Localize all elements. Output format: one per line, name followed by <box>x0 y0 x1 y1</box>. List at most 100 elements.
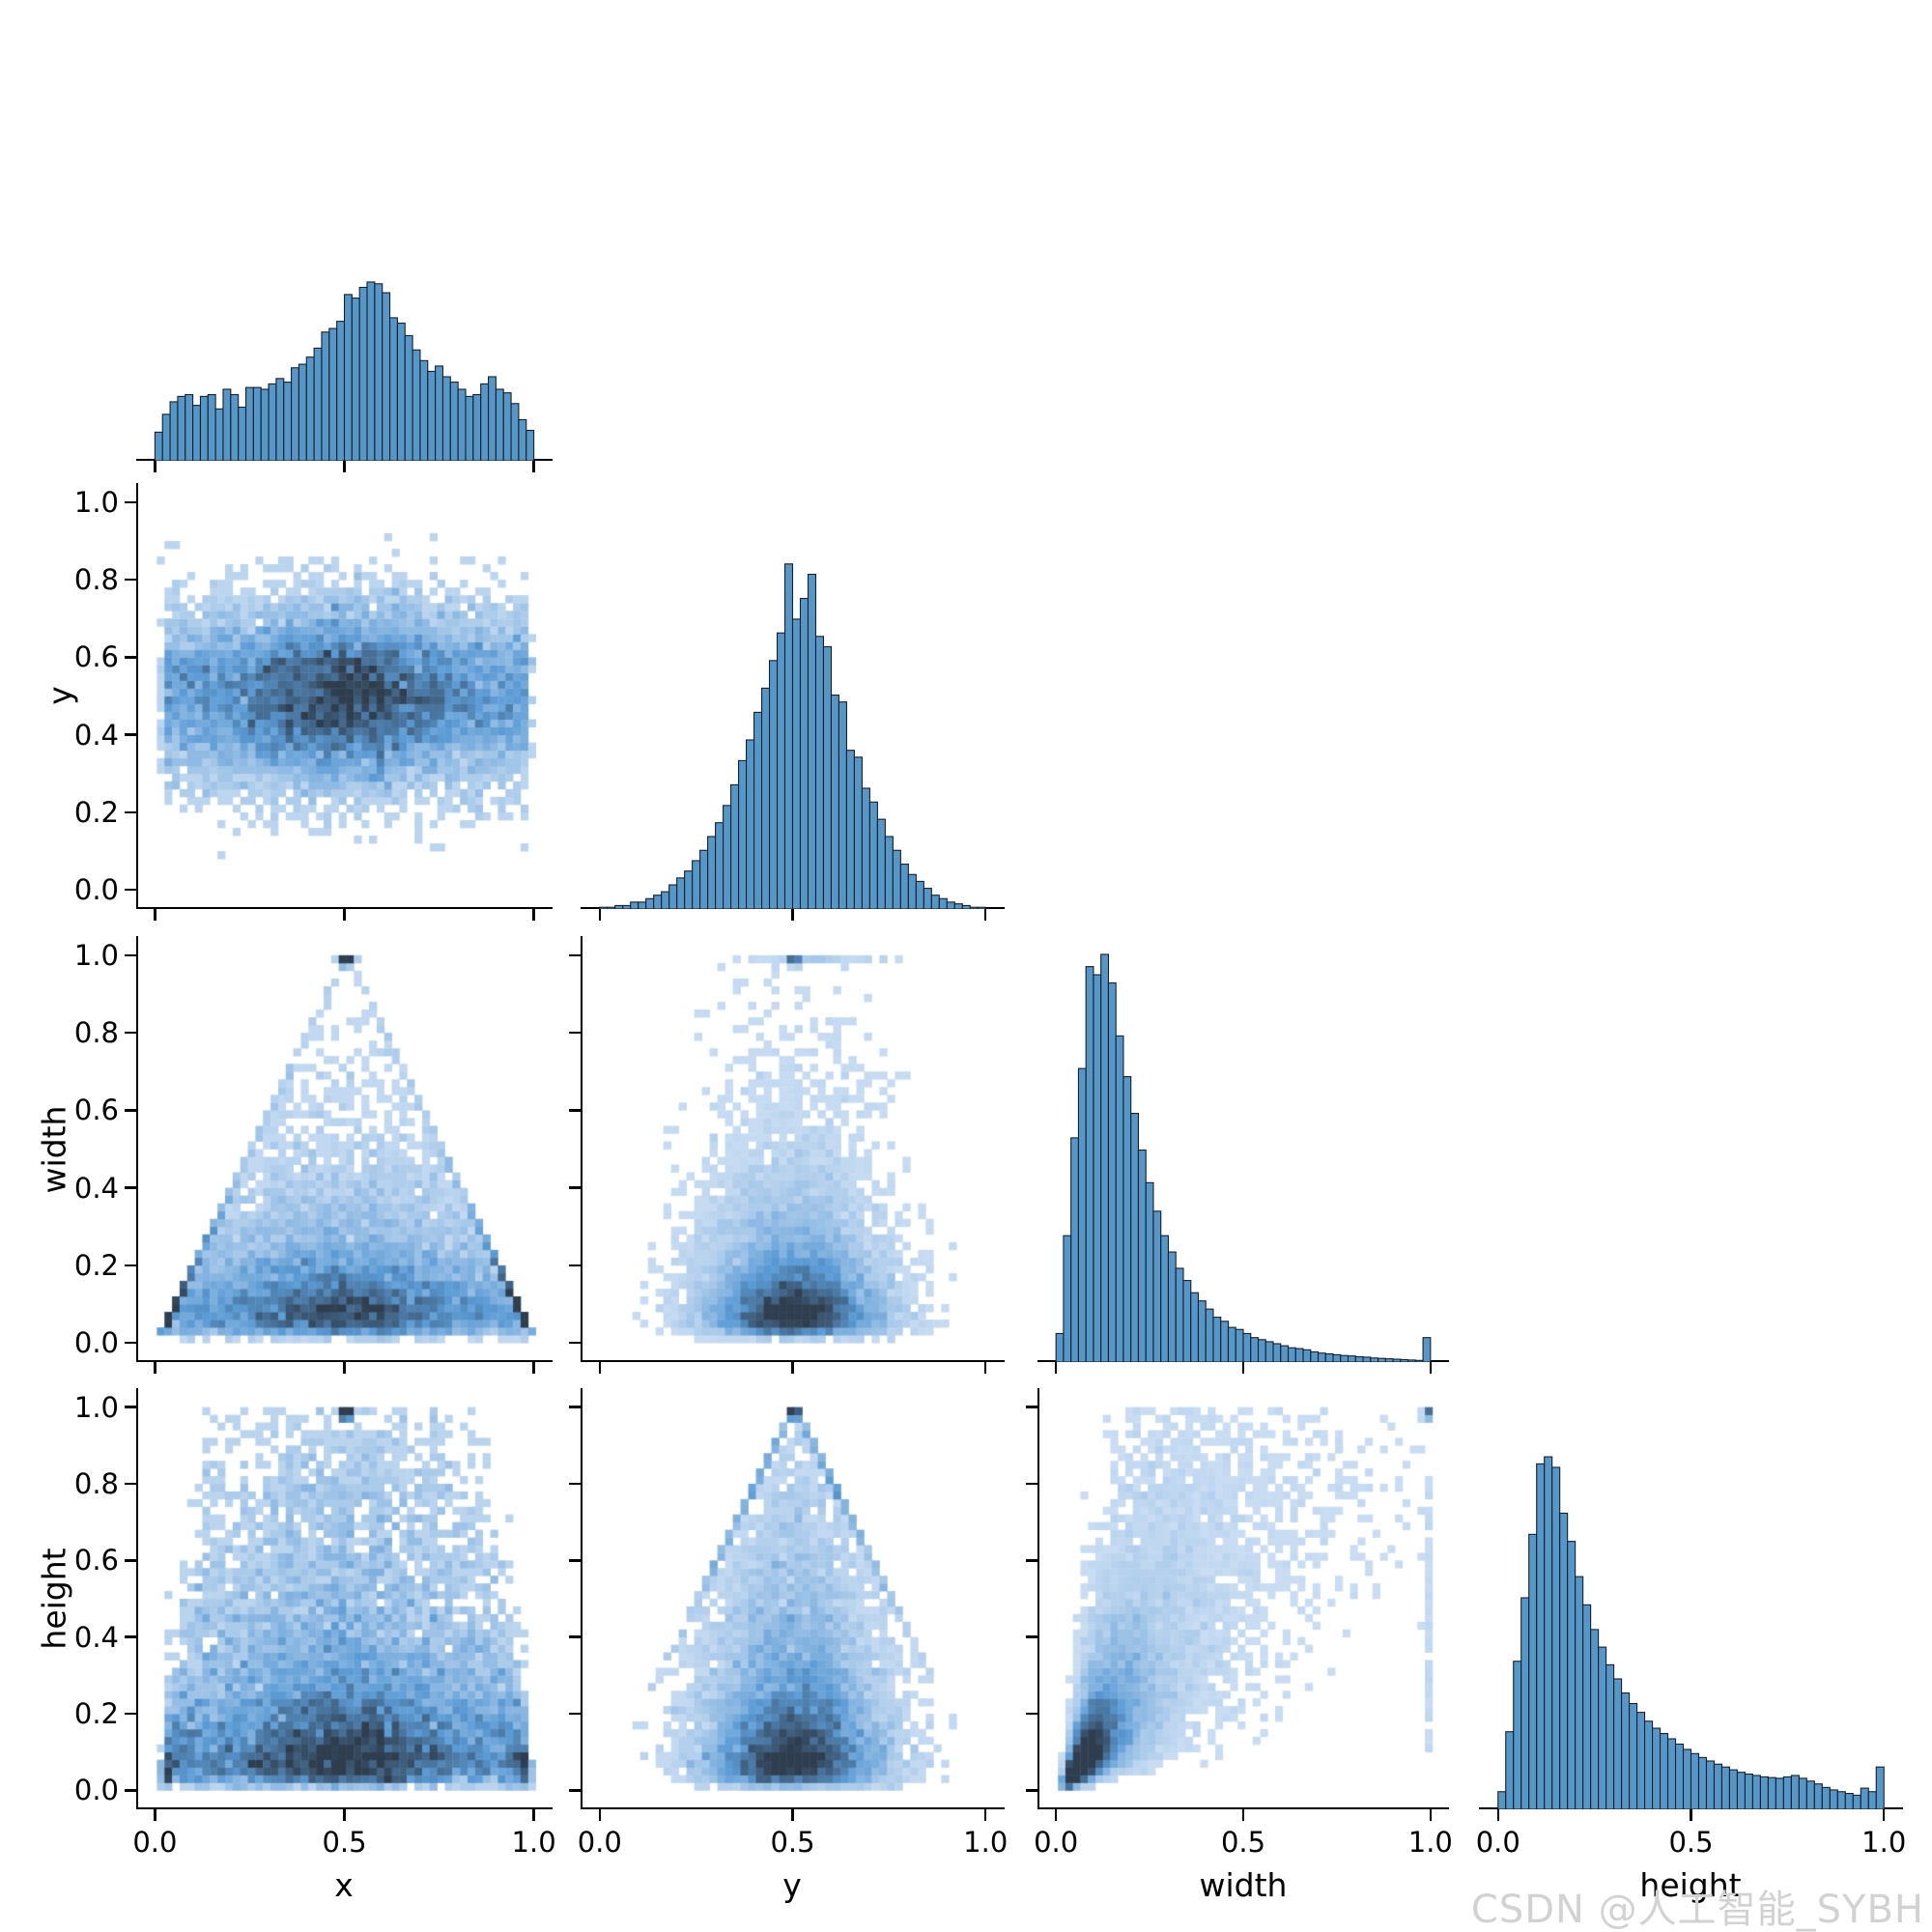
y-tick-mark <box>569 1406 581 1408</box>
y-tick-label: 0.4 <box>73 1171 119 1205</box>
y-tick-mark <box>569 953 581 957</box>
x-tick-mark <box>791 1809 794 1821</box>
y-tick-mark <box>569 1559 581 1562</box>
x-tick-mark <box>1429 1362 1433 1374</box>
x-tick-mark <box>343 1809 346 1821</box>
x-tick-mark <box>1882 1809 1886 1821</box>
hist2d-height-vs-width <box>1039 1388 1451 1809</box>
y-tick-label: 0.6 <box>73 640 119 674</box>
y-tick-mark <box>569 1186 581 1189</box>
x-tick-mark <box>343 909 346 921</box>
x-tick-mark <box>1241 1362 1245 1374</box>
y-tick-mark <box>125 888 136 892</box>
x-tick-label: 1.0 <box>511 1826 556 1859</box>
panel-height-vs-y <box>581 1388 1007 1809</box>
x-tick-mark <box>983 1809 987 1821</box>
x-tick-label: 0.0 <box>1475 1826 1520 1859</box>
y-tick-mark <box>125 953 136 957</box>
y-tick-mark <box>125 1186 136 1189</box>
csdn-watermark: CSDN @人工智能_SYBH <box>1470 1888 1924 1932</box>
histogram-bars-height <box>1497 1456 1885 1809</box>
x-axis-title-x: x <box>334 1866 354 1904</box>
y-tick-mark <box>569 1635 581 1638</box>
x-tick-label: 0.5 <box>322 1826 367 1859</box>
y-tick-mark <box>125 1031 136 1035</box>
panel-hist-y <box>581 483 1005 909</box>
x-axis-title-height: height <box>1639 1866 1742 1904</box>
y-tick-label: 1.0 <box>73 1390 119 1424</box>
x-tick-mark <box>343 461 346 472</box>
y-tick-mark <box>1026 1559 1037 1562</box>
x-tick-mark <box>1054 1809 1058 1821</box>
panel-y-vs-x <box>136 483 554 909</box>
y-tick-mark <box>569 1341 581 1345</box>
hist2d-width-vs-x <box>138 936 554 1362</box>
y-axis-title-y: y <box>41 686 79 705</box>
x-tick-mark <box>532 461 535 472</box>
x-tick-mark <box>1054 1362 1058 1374</box>
histogram-bars-x <box>154 281 535 461</box>
y-tick-label: 1.0 <box>73 485 119 519</box>
y-tick-mark <box>125 1109 136 1112</box>
y-tick-mark <box>125 578 136 582</box>
y-tick-mark <box>1026 1712 1037 1716</box>
x-tick-mark <box>598 1809 601 1821</box>
x-tick-mark <box>791 1362 794 1374</box>
x-axis-title-y: y <box>782 1866 802 1904</box>
y-tick-mark <box>125 810 136 814</box>
x-tick-label: 0.0 <box>1034 1826 1079 1859</box>
hist2d-height-vs-y <box>582 1388 1007 1809</box>
y-tick-mark <box>569 1109 581 1112</box>
y-tick-mark <box>569 1789 581 1792</box>
x-tick-mark <box>532 1809 535 1821</box>
x-tick-mark <box>983 1362 987 1374</box>
panel-height-vs-width <box>1037 1388 1451 1809</box>
x-tick-mark <box>154 461 156 472</box>
panel-width-vs-x <box>136 936 554 1362</box>
panel-hist-height <box>1479 1388 1903 1809</box>
y-tick-label: 0.2 <box>73 1248 119 1282</box>
x-tick-mark <box>343 1362 346 1374</box>
x-tick-mark <box>1429 1809 1433 1821</box>
y-tick-mark <box>125 1559 136 1562</box>
histogram-bars-width <box>1055 953 1432 1362</box>
x-tick-mark <box>1496 1809 1499 1821</box>
x-tick-label: 0.5 <box>1668 1826 1714 1859</box>
x-tick-mark <box>598 1362 601 1374</box>
y-tick-label: 0.0 <box>73 1326 119 1360</box>
y-tick-mark <box>125 733 136 736</box>
y-tick-label: 0.6 <box>73 1094 119 1127</box>
x-tick-label: 1.0 <box>1861 1826 1907 1859</box>
x-tick-label: 0.0 <box>132 1826 178 1859</box>
y-tick-mark <box>125 1635 136 1638</box>
panel-hist-x <box>136 269 553 461</box>
x-tick-mark <box>598 909 601 921</box>
y-tick-mark <box>569 1712 581 1716</box>
y-tick-mark <box>1026 1789 1037 1792</box>
panel-hist-width <box>1037 936 1449 1362</box>
y-tick-label: 0.6 <box>73 1544 119 1577</box>
x-tick-label: 1.0 <box>1407 1826 1453 1859</box>
y-tick-mark <box>569 1482 581 1486</box>
y-tick-mark <box>125 500 136 504</box>
y-tick-mark <box>125 1712 136 1716</box>
y-tick-mark <box>125 656 136 659</box>
x-tick-mark <box>983 909 987 921</box>
y-tick-mark <box>125 1264 136 1267</box>
x-tick-label: 0.5 <box>1220 1826 1266 1859</box>
y-tick-label: 0.0 <box>73 1774 119 1807</box>
x-tick-mark <box>532 1362 535 1374</box>
y-tick-label: 0.4 <box>73 718 119 752</box>
y-tick-mark <box>1026 1406 1037 1408</box>
hist2d-width-vs-y <box>582 936 1007 1362</box>
x-tick-mark <box>791 909 794 921</box>
panel-height-vs-x <box>136 1388 554 1809</box>
x-tick-mark <box>1690 1809 1692 1821</box>
y-tick-label: 0.4 <box>73 1620 119 1654</box>
x-axis-title-width: width <box>1199 1866 1288 1904</box>
y-tick-label: 0.8 <box>73 1466 119 1500</box>
y-tick-mark <box>1026 1482 1037 1486</box>
x-tick-label: 1.0 <box>963 1826 1009 1859</box>
hist2d-y-vs-x <box>138 483 554 909</box>
